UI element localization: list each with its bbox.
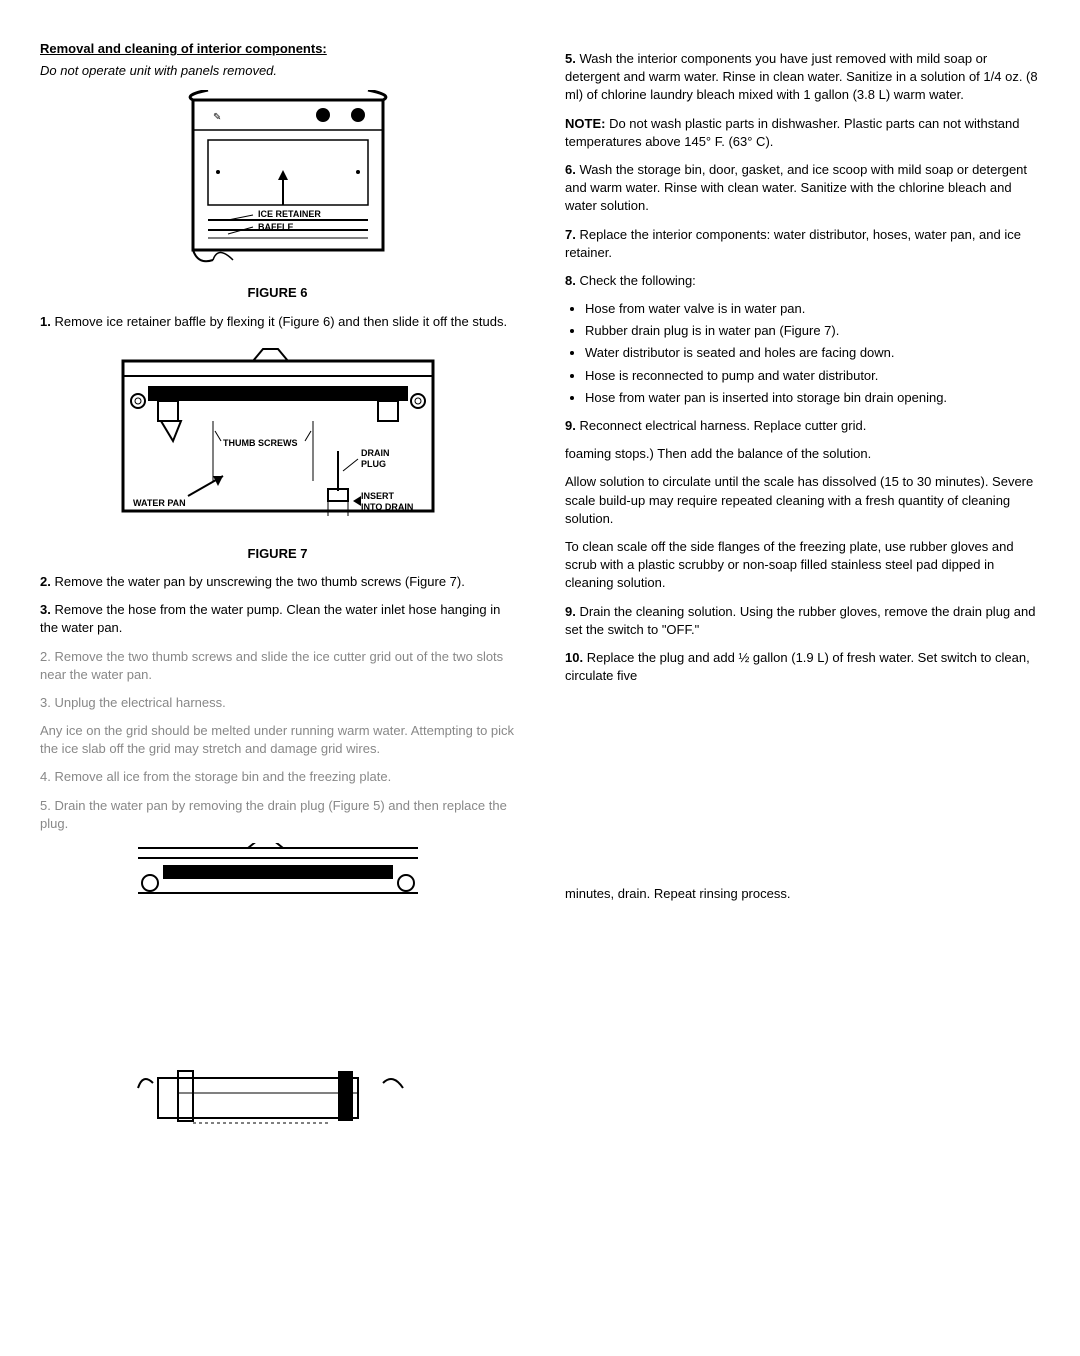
label-baffle: BAFFLE (258, 222, 294, 232)
label-plug: PLUG (361, 459, 386, 469)
step-3: 3. Remove the hose from the water pump. … (40, 601, 515, 637)
figure-7: THUMB SCREWS WATER PAN DRAIN PLUG INSERT… (40, 341, 515, 563)
figure-6: ✎ ICE RETAINER BAFFLE (40, 90, 515, 302)
faded-ice-warning: Any ice on the grid should be melted und… (40, 722, 515, 758)
section-heading: Removal and cleaning of interior compone… (40, 40, 515, 58)
two-column-layout: Removal and cleaning of interior compone… (40, 40, 1040, 1143)
step-1: 1. Remove ice retainer baffle by flexing… (40, 313, 515, 331)
figure-6-caption: FIGURE 6 (40, 284, 515, 302)
faded-step-4: 4. Remove all ice from the storage bin a… (40, 768, 515, 786)
step-9: 9. Reconnect electrical harness. Replace… (565, 417, 1040, 435)
flange-text: To clean scale off the side flanges of t… (565, 538, 1040, 593)
section-subheading: Do not operate unit with panels removed. (40, 62, 515, 80)
figure-partial-left-svg (128, 843, 428, 903)
list-item: Hose is reconnected to pump and water di… (585, 367, 1040, 385)
figure-partial-left (40, 843, 515, 903)
step-7: 7. Replace the interior components: wate… (565, 226, 1040, 262)
label-thumb-screws: THUMB SCREWS (223, 438, 298, 448)
step-6: 6. Wash the storage bin, door, gasket, a… (565, 161, 1040, 216)
allow-text: Allow solution to circulate until the sc… (565, 473, 1040, 528)
label-insert: INSERT (361, 491, 395, 501)
label-drain: DRAIN (361, 448, 390, 458)
svg-text:✎: ✎ (213, 112, 221, 123)
step-2: 2. Remove the water pan by unscrewing th… (40, 573, 515, 591)
list-item: Water distributor is seated and holes ar… (585, 344, 1040, 362)
label-ice-retainer: ICE RETAINER (258, 209, 321, 219)
figure-bottom-left-svg (128, 1063, 428, 1133)
check-list: Hose from water valve is in water pan. R… (585, 300, 1040, 407)
figure-bottom-left (40, 1063, 515, 1133)
step-8: 8. Check the following: (565, 272, 1040, 290)
faded-step-2: 2. Remove the two thumb screws and slide… (40, 648, 515, 684)
bottom-right-text: minutes, drain. Repeat rinsing process. (565, 885, 1040, 903)
list-item: Rubber drain plug is in water pan (Figur… (585, 322, 1040, 340)
step-10: 10. Replace the plug and add ½ gallon (1… (565, 649, 1040, 685)
list-item: Hose from water pan is inserted into sto… (585, 389, 1040, 407)
list-item: Hose from water valve is in water pan. (585, 300, 1040, 318)
foaming-text: foaming stops.) Then add the balance of … (565, 445, 1040, 463)
figure-7-svg: THUMB SCREWS WATER PAN DRAIN PLUG INSERT… (103, 341, 453, 541)
step-5: 5. Wash the interior components you have… (565, 50, 1040, 105)
figure-6-svg: ✎ ICE RETAINER BAFFLE (163, 90, 393, 280)
faded-step-5: 5. Drain the water pan by removing the d… (40, 797, 515, 833)
faded-step-3: 3. Unplug the electrical harness. (40, 694, 515, 712)
label-water-pan: WATER PAN (133, 498, 186, 508)
step-9c: 9. Drain the cleaning solution. Using th… (565, 603, 1040, 639)
left-column: Removal and cleaning of interior compone… (40, 40, 515, 1143)
right-column: 5. Wash the interior components you have… (565, 40, 1040, 1143)
note: NOTE: Do not wash plastic parts in dishw… (565, 115, 1040, 151)
label-into-drain: INTO DRAIN (361, 502, 413, 512)
figure-7-caption: FIGURE 7 (40, 545, 515, 563)
